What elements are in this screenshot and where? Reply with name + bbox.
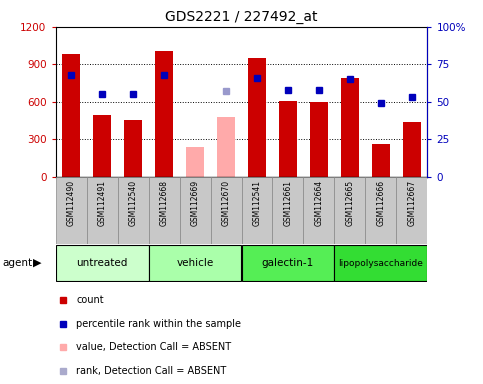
Bar — [117, 177, 149, 244]
Bar — [62, 55, 80, 177]
Bar — [242, 245, 334, 281]
Text: GSM112661: GSM112661 — [284, 180, 293, 226]
Text: untreated: untreated — [76, 258, 128, 268]
Text: GSM112667: GSM112667 — [408, 180, 416, 226]
Bar — [155, 51, 173, 177]
Bar — [217, 117, 235, 177]
Text: GSM112540: GSM112540 — [128, 180, 138, 226]
Bar — [242, 177, 272, 244]
Bar — [180, 177, 211, 244]
Bar — [56, 177, 86, 244]
Text: GSM112664: GSM112664 — [314, 180, 324, 226]
Text: GSM112666: GSM112666 — [376, 180, 385, 226]
Bar — [341, 78, 359, 177]
Text: agent: agent — [2, 258, 32, 268]
Title: GDS2221 / 227492_at: GDS2221 / 227492_at — [165, 10, 318, 25]
Bar — [93, 116, 112, 177]
Text: rank, Detection Call = ABSENT: rank, Detection Call = ABSENT — [76, 366, 226, 376]
Bar — [372, 144, 390, 177]
Text: count: count — [76, 295, 104, 305]
Text: GSM112490: GSM112490 — [67, 180, 75, 226]
Bar — [403, 122, 421, 177]
Text: GSM112665: GSM112665 — [345, 180, 355, 226]
Bar — [186, 147, 204, 177]
Bar — [149, 177, 180, 244]
Bar — [248, 58, 266, 177]
Text: lipopolysaccharide: lipopolysaccharide — [339, 258, 424, 268]
Bar — [366, 177, 397, 244]
Text: GSM112541: GSM112541 — [253, 180, 261, 226]
Text: GSM112669: GSM112669 — [190, 180, 199, 226]
Text: ▶: ▶ — [33, 258, 42, 268]
Bar — [303, 177, 334, 244]
Bar — [272, 177, 303, 244]
Bar — [124, 121, 142, 177]
Text: GSM112670: GSM112670 — [222, 180, 230, 226]
Bar — [334, 177, 366, 244]
Text: galectin-1: galectin-1 — [262, 258, 314, 268]
Bar — [56, 245, 149, 281]
Bar — [334, 245, 427, 281]
Text: value, Detection Call = ABSENT: value, Detection Call = ABSENT — [76, 342, 231, 352]
Bar — [279, 101, 297, 177]
Text: vehicle: vehicle — [176, 258, 213, 268]
Text: GSM112491: GSM112491 — [98, 180, 107, 226]
Bar — [211, 177, 242, 244]
Text: GSM112668: GSM112668 — [159, 180, 169, 226]
Text: percentile rank within the sample: percentile rank within the sample — [76, 319, 241, 329]
Bar — [310, 103, 328, 177]
Bar — [149, 245, 242, 281]
Bar — [86, 177, 117, 244]
Bar — [397, 177, 427, 244]
